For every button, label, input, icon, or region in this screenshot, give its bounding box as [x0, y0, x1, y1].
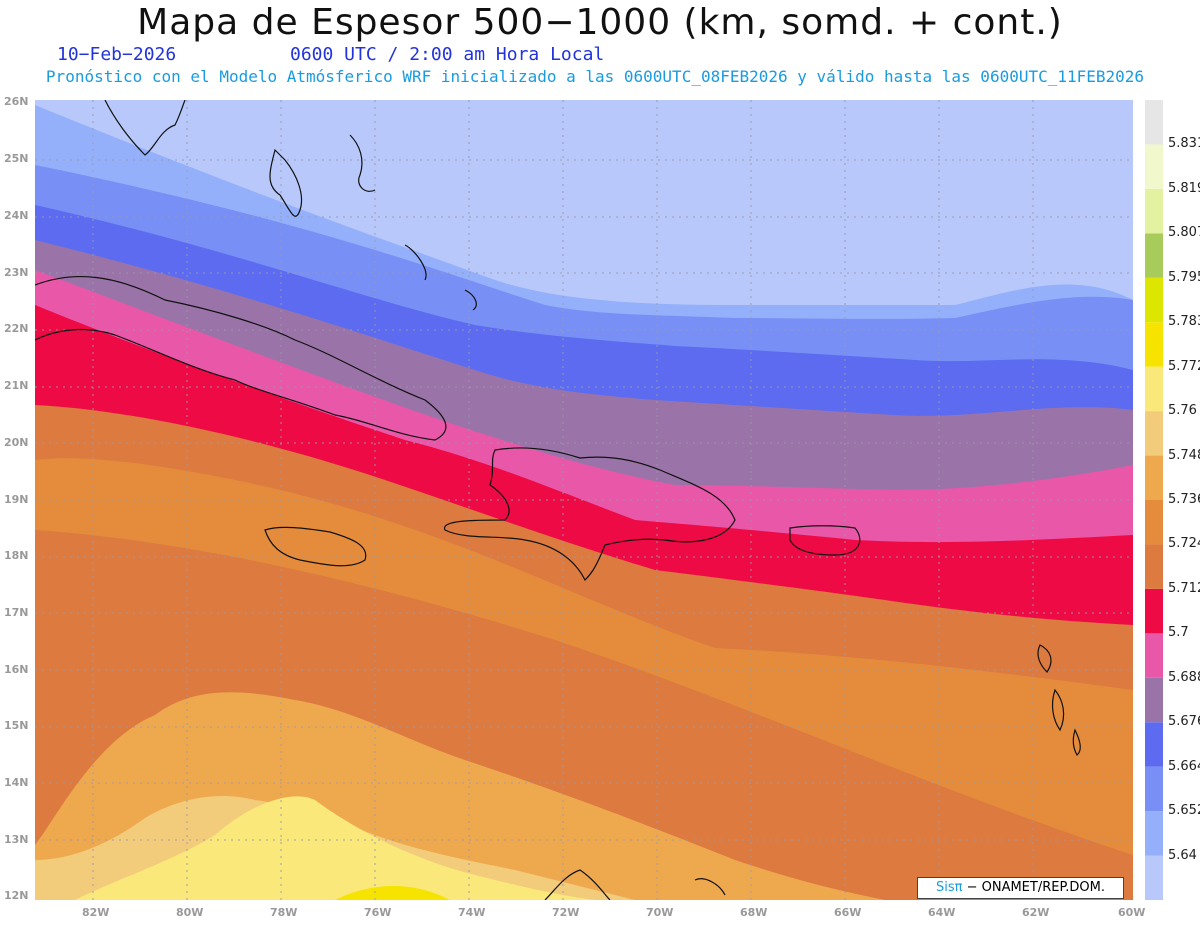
colorbar-swatch [1145, 544, 1163, 589]
colorbar-swatch [1145, 100, 1163, 145]
lat-label: 20N [4, 436, 29, 449]
credit-box: Sisπ − ONAMET/REP.DOM. [917, 877, 1124, 899]
lon-label: 64W [928, 906, 956, 919]
colorbar-level-label: 5.64 [1168, 847, 1197, 863]
colorbar-swatch [1145, 366, 1163, 412]
colorbar-swatch [1145, 811, 1163, 856]
colorbar-level-label: 5.688 [1168, 669, 1200, 685]
coastlines [35, 100, 1081, 900]
colorbar-swatch [1145, 588, 1163, 634]
colorbar-level-label: 5.748 [1168, 447, 1200, 463]
model-run-note: Pronóstico con el Modelo Atmósferico WRF… [45, 67, 1145, 86]
lat-label: 17N [4, 606, 29, 619]
org-label: − ONAMET/REP.DOM. [966, 880, 1106, 895]
lat-label: 16N [4, 663, 29, 676]
colorbar-swatch [1145, 411, 1163, 456]
colorbar-swatch [1145, 766, 1163, 812]
lat-label: 25N [4, 152, 29, 165]
forecast-date: 10−Feb−2026 [57, 44, 177, 65]
lon-label: 80W [176, 906, 204, 919]
lat-label: 24N [4, 209, 29, 222]
lon-label: 74W [458, 906, 486, 919]
colorbar-level-label: 5.652 [1168, 803, 1200, 819]
colorbar-swatch [1145, 188, 1163, 234]
colorbar-level-label: 5.783 [1168, 314, 1200, 330]
colorbar-level-label: 5.819 [1168, 180, 1200, 196]
brand-label: Sisπ [935, 880, 963, 895]
forecast-time: 0600 UTC / 2:00 am Hora Local [290, 44, 605, 65]
colorbar-swatch [1145, 722, 1163, 767]
colorbar-level-label: 5.712 [1168, 580, 1200, 596]
thickness-contour-fill [35, 100, 1133, 900]
colorbar [1145, 100, 1163, 900]
colorbar-level-label: 5.807 [1168, 225, 1200, 241]
lon-label: 68W [740, 906, 768, 919]
lat-label: 22N [4, 322, 29, 335]
lon-label: 72W [552, 906, 580, 919]
colorbar-level-label: 5.664 [1168, 758, 1200, 774]
colorbar-swatch [1145, 455, 1163, 500]
colorbar-swatch [1145, 144, 1163, 189]
lon-label: 66W [834, 906, 862, 919]
lat-label: 19N [4, 493, 29, 506]
colorbar-swatch [1145, 233, 1163, 278]
lat-label: 23N [4, 266, 29, 279]
colorbar-swatch [1145, 855, 1163, 900]
colorbar-swatch [1145, 322, 1163, 367]
lon-label: 78W [270, 906, 298, 919]
lat-label: 15N [4, 719, 29, 732]
lat-label: 18N [4, 549, 29, 562]
colorbar-level-label: 5.772 [1168, 358, 1200, 374]
colorbar-swatches [1145, 100, 1163, 900]
lat-label: 13N [4, 833, 29, 846]
colorbar-level-label: 5.736 [1168, 492, 1200, 507]
colorbar-level-label: 5.76 [1168, 403, 1197, 419]
colorbar-level-label: 5.724 [1168, 536, 1200, 552]
lon-label: 82W [82, 906, 110, 919]
colorbar-swatch [1145, 500, 1163, 545]
map-title: Mapa de Espesor 500−1000 (km, somd. + co… [137, 2, 1063, 43]
thickness-map [35, 100, 1133, 900]
colorbar-level-label: 5.7 [1168, 625, 1189, 641]
lat-label: 12N [4, 889, 29, 902]
lat-label: 26N [4, 95, 29, 108]
colorbar-level-label: 5.831 [1168, 136, 1200, 152]
lat-label: 21N [4, 379, 29, 392]
lon-label: 62W [1022, 906, 1050, 919]
colorbar-level-label: 5.676 [1168, 714, 1200, 730]
colorbar-swatch [1145, 277, 1163, 323]
colorbar-level-label: 5.795 [1168, 269, 1200, 285]
lon-label: 60W [1118, 906, 1146, 919]
colorbar-swatch [1145, 633, 1163, 678]
lat-label: 14N [4, 776, 29, 789]
lon-label: 76W [364, 906, 392, 919]
lon-label: 70W [646, 906, 674, 919]
colorbar-swatch [1145, 677, 1163, 723]
